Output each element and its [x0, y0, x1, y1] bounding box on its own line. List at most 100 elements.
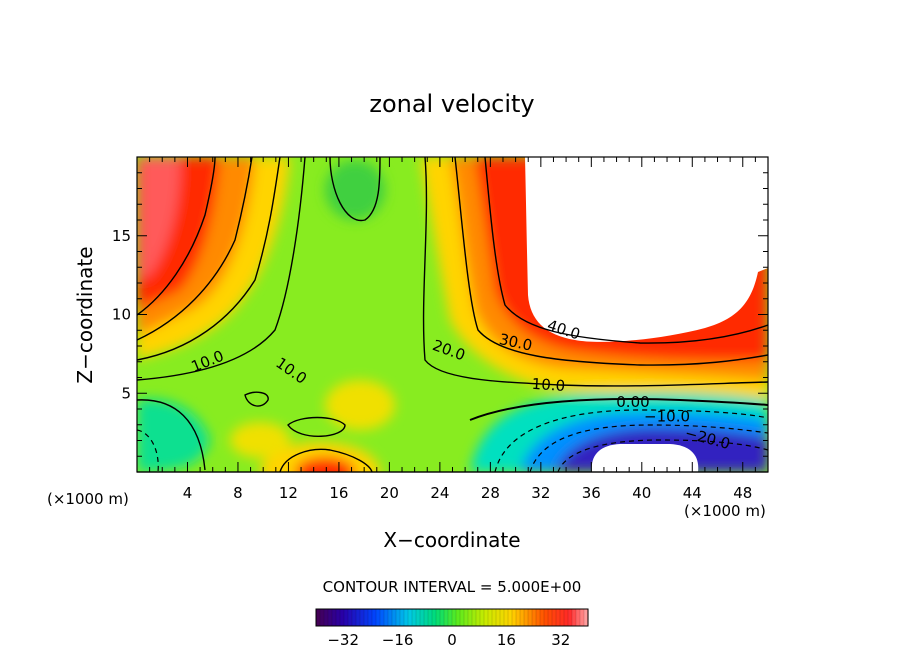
contour-line-5 [422, 157, 768, 387]
colorbar-cell [324, 609, 329, 626]
contour-line-dashed-3 [557, 439, 768, 472]
colorbar-ticks: −32 −16 0 16 32 [327, 631, 570, 649]
contour-line-9 [329, 157, 381, 222]
colorbar-cell [436, 609, 441, 626]
contour-line-10 [244, 391, 269, 407]
contour-label: 0.00 [616, 393, 649, 411]
colorbar-cell [416, 609, 421, 626]
colorbar-cell [492, 609, 497, 626]
colorbar-cell [440, 609, 445, 626]
colorbar-cell [384, 609, 389, 626]
colorbar [315, 609, 589, 626]
x-unit-right: (×1000 m) [684, 502, 766, 520]
colorbar-tick-label: 0 [447, 631, 457, 649]
colorbar-frame [315, 608, 589, 627]
field-region-bottom-jet-core [295, 457, 355, 472]
field-region-mid-blob-right [325, 380, 395, 430]
x-tick-label: 32 [531, 484, 550, 502]
colorbar-cell [460, 609, 465, 626]
colorbar-cell [376, 609, 381, 626]
x-tick-label: 4 [183, 484, 193, 502]
colorbar-cell [532, 609, 537, 626]
colorbar-tick-label: 32 [551, 631, 570, 649]
colorbar-cell [360, 609, 365, 626]
colorbar-cell [372, 609, 377, 626]
colorbar-cell [580, 609, 585, 626]
contour-line-3 [137, 157, 253, 341]
colorbar-cell [520, 609, 525, 626]
colorbar-cell [464, 609, 469, 626]
colorbar-cell [396, 609, 401, 626]
y-tick-label: 15 [112, 227, 131, 245]
field-region-mid-blob-left [230, 422, 290, 458]
chart-title: zonal velocity [369, 90, 534, 118]
masked-region-bottom [591, 444, 699, 472]
x-tick-label: 40 [632, 484, 651, 502]
y-tick-label: 10 [112, 306, 131, 324]
colorbar-cell [332, 609, 337, 626]
contour-line-2 [137, 157, 281, 361]
colorbar-tick-label: −16 [382, 631, 414, 649]
colorbar-cell [552, 609, 557, 626]
colorbar-cell [388, 609, 393, 626]
colorbar-cell [516, 609, 521, 626]
x-tick-label: 36 [582, 484, 601, 502]
colorbar-cell [508, 609, 513, 626]
x-tick-label: 48 [733, 484, 752, 502]
colorbar-cell [320, 609, 325, 626]
colorbar-cell [412, 609, 417, 626]
colorbar-cell [364, 609, 369, 626]
colorbar-cell [568, 609, 573, 626]
colorbar-cell [512, 609, 517, 626]
colorbar-cell [544, 609, 549, 626]
y-tick-label: 5 [121, 384, 131, 402]
x-tick-label: 28 [481, 484, 500, 502]
x-axis: 4 8 12 16 20 24 28 32 36 40 44 48 [137, 157, 768, 502]
colorbar-cell [536, 609, 541, 626]
x-tick-label: 12 [279, 484, 298, 502]
colorbar-cell [380, 609, 385, 626]
colorbar-cell [428, 609, 433, 626]
contour-line-8 [469, 398, 768, 421]
colorbar-cell [488, 609, 493, 626]
contour-line-6 [454, 157, 768, 366]
field-region-upper-green-core [325, 160, 385, 220]
colorbar-cell [476, 609, 481, 626]
colorbar-cell [484, 609, 489, 626]
contour-line-dashed-2 [529, 424, 768, 472]
plot-area: 10.0 10.0 20.0 30.0 40.0 10.0 0.00 −10.0… [137, 157, 768, 472]
colorbar-tick-label: 16 [497, 631, 516, 649]
colorbar-cell [524, 609, 529, 626]
colorbar-cell [560, 609, 565, 626]
colorbar-cell [576, 609, 581, 626]
colorbar-cell [408, 609, 413, 626]
x-tick-label: 8 [233, 484, 243, 502]
y-axis-label: Z−coordinate [73, 246, 97, 383]
colorbar-cell [420, 609, 425, 626]
colorbar-cell [556, 609, 561, 626]
colorbar-cell [452, 609, 457, 626]
colorbar-tick-label: −32 [327, 631, 359, 649]
x-tick-label: 20 [380, 484, 399, 502]
field-region-lower-left-teal [137, 399, 210, 472]
contour-label: 10.0 [531, 375, 566, 395]
colorbar-cell [344, 609, 349, 626]
colorbar-cell [448, 609, 453, 626]
contour-interval-note: CONTOUR INTERVAL = 5.000E+00 [323, 578, 582, 596]
colorbar-cell [316, 609, 321, 626]
colorbar-cell [336, 609, 341, 626]
colorbar-cell [348, 609, 353, 626]
contour-line-dashed-4 [137, 429, 159, 472]
colorbar-cell [584, 609, 589, 626]
colorbar-cell [480, 609, 485, 626]
colorbar-cell [400, 609, 405, 626]
colorbar-cell [528, 609, 533, 626]
colorbar-cell [340, 609, 345, 626]
x-unit-left: (×1000 m) [47, 490, 129, 508]
contour-line-12 [279, 448, 373, 472]
colorbar-cell [368, 609, 373, 626]
contour-line-11 [287, 416, 346, 437]
colorbar-cell [468, 609, 473, 626]
colorbar-cell [540, 609, 545, 626]
